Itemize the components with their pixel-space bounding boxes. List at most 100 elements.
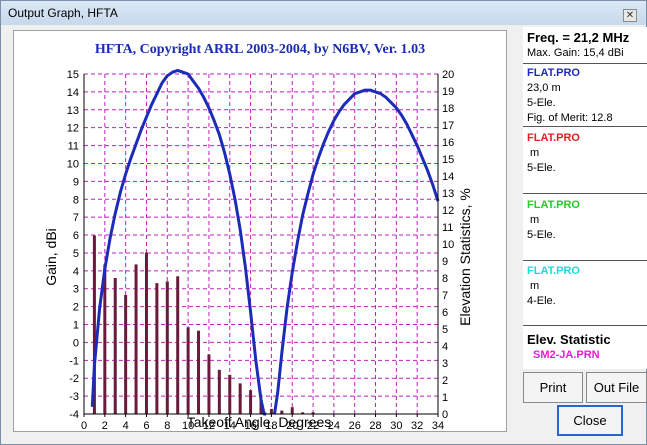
- y-left-tick-label: 5: [73, 248, 79, 260]
- y-right-tick-label: 12: [442, 205, 454, 217]
- x-tick-label: 2: [102, 420, 108, 431]
- elevation-bar: [228, 374, 232, 414]
- profile-3-height: m: [527, 214, 540, 226]
- x-tick-label: 24: [328, 420, 340, 431]
- profile-1-antenna: 5-Ele.: [527, 97, 556, 109]
- elevation-bar: [176, 276, 180, 414]
- elevation-bar: [259, 400, 263, 414]
- y-right-tick-label: 20: [442, 69, 454, 81]
- y-right-tick-label: 14: [442, 171, 454, 183]
- y-left-tick-label: 10: [67, 158, 79, 170]
- x-tick-label: 34: [432, 420, 444, 431]
- x-tick-label: 28: [369, 420, 381, 431]
- y-right-tick-label: 0: [442, 409, 448, 421]
- profile-2-antenna: 5-Ele.: [527, 162, 556, 174]
- y-left-tick-label: 11: [68, 141, 79, 153]
- out-file-button-label: Out File: [593, 380, 640, 395]
- window-title: Output Graph, HFTA: [8, 6, 118, 20]
- elevation-bar: [197, 330, 201, 414]
- profile-2-height: m: [527, 147, 540, 159]
- separator: [523, 260, 647, 261]
- output-chart: 0 2 4 6 8 10 12 14 16 18 20 22 24 26 28 30 32 34151413121…: [43, 42, 473, 432]
- elevation-bar: [103, 264, 107, 414]
- elevation-bar: [134, 264, 138, 414]
- chart-title: HFTA, Copyright ARRL 2003-2004, by N6BV,…: [95, 42, 425, 57]
- profile-1-height: 23,0 m: [527, 82, 561, 94]
- y-right-tick-label: 2: [442, 375, 448, 387]
- gain-curve: [273, 88, 440, 415]
- y-left-tick-label: 7: [73, 212, 79, 224]
- tick-labels: 0 2 4 6 8 10 12 14 16 18 20 22 24 26 28 30 32 34151413121…: [67, 69, 455, 432]
- y-right-tick-label: 1: [442, 392, 448, 404]
- elevation-bar: [301, 412, 305, 414]
- plot-area: 0 2 4 6 8 10 12 14 16 18 20 22 24 26 28 30 32 34 15 14 13 12 1…: [13, 30, 507, 432]
- y-right-tick-label: 9: [442, 256, 448, 268]
- elevation-bar: [155, 283, 159, 414]
- profile-4-antenna: 4-Ele.: [527, 295, 556, 307]
- x-tick-label: 26: [349, 420, 361, 431]
- separator: [523, 325, 647, 326]
- close-window-icon[interactable]: ✕: [623, 9, 637, 22]
- y-left-tick-label: 1: [73, 320, 79, 332]
- y-right-tick-label: 7: [442, 290, 448, 302]
- x-tick-label: 20: [286, 420, 298, 431]
- y-right-tick-label: 15: [442, 154, 454, 166]
- elevation-bar: [113, 278, 117, 414]
- elevation-bar: [144, 252, 148, 414]
- profile-2-name: FLAT.PRO: [527, 132, 580, 144]
- y-right-tick-label: 19: [442, 86, 454, 98]
- y-left-tick-label: -1: [69, 355, 79, 367]
- x-tick-label: 14: [224, 420, 236, 431]
- elevation-file-name: SM2-JA.PRN: [533, 349, 600, 361]
- y-left-tick-label: 6: [73, 230, 79, 242]
- profile-3-name: FLAT.PRO: [527, 199, 580, 211]
- elevation-bar: [92, 235, 96, 414]
- y-left-tick-label: -4: [69, 409, 79, 421]
- y-left-tick-label: 12: [67, 123, 79, 135]
- elevation-bar: [124, 295, 128, 414]
- profile-4-height: m: [527, 280, 540, 292]
- y-left-tick-label: 4: [73, 266, 79, 278]
- y-right-tick-label: 16: [442, 137, 454, 149]
- x-tick-label: 12: [203, 420, 215, 431]
- close-button[interactable]: Close: [557, 405, 623, 436]
- elevation-bar: [165, 281, 169, 414]
- y-right-tick-label: 17: [442, 120, 454, 132]
- x-tick-label: 32: [411, 420, 423, 431]
- title-bar: Output Graph, HFTA ✕: [1, 1, 646, 25]
- y-left-tick-label: 9: [73, 176, 79, 188]
- y-left-tick-label: 14: [67, 87, 79, 99]
- y-right-tick-label: 13: [442, 188, 454, 200]
- y-left-axis-label: Gain, dBi: [43, 228, 59, 286]
- frequency-label: Freq. = 21,2 MHz: [527, 30, 630, 45]
- profile-1-merit: Fig. of Merit: 12.8: [527, 112, 613, 124]
- x-axis-label: Takeoff Angle, Degrees: [187, 414, 332, 430]
- y-left-tick-label: 8: [73, 194, 79, 206]
- x-tick-label: 16: [244, 420, 256, 431]
- elevation-bar: [186, 327, 190, 414]
- print-button[interactable]: Print: [523, 372, 583, 403]
- y-left-tick-label: 3: [73, 284, 79, 296]
- elevation-bar: [238, 383, 242, 414]
- out-file-button[interactable]: Out File: [586, 372, 647, 403]
- client-area: 0 2 4 6 8 10 12 14 16 18 20 22 24 26 28 30 32 34 15 14 13 12 1…: [9, 27, 647, 437]
- y-right-tick-label: 10: [442, 239, 454, 251]
- y-right-tick-label: 5: [442, 324, 448, 336]
- print-button-label: Print: [539, 380, 567, 395]
- y-right-tick-label: 3: [442, 358, 448, 370]
- profile-3-antenna: 5-Ele.: [527, 229, 556, 241]
- elevation-statistic-title: Elev. Statistic: [527, 332, 611, 347]
- profile-1-name: FLAT.PRO: [527, 67, 580, 79]
- y-right-tick-label: 11: [442, 222, 453, 234]
- elevation-bar: [280, 410, 284, 414]
- elevation-bar: [290, 407, 294, 414]
- gain-curve: [90, 68, 267, 416]
- y-right-axis-label: Elevation Statistics, %: [457, 188, 473, 326]
- y-right-tick-label: 6: [442, 307, 448, 319]
- y-left-tick-label: 13: [67, 105, 79, 117]
- x-tick-label: 18: [265, 420, 277, 431]
- y-right-tick-label: 8: [442, 273, 448, 285]
- info-panel: Freq. = 21,2 MHz Max. Gain: 15,4 dBi FLA…: [523, 27, 647, 369]
- profile-4-name: FLAT.PRO: [527, 265, 580, 277]
- x-tick-label: 22: [307, 420, 319, 431]
